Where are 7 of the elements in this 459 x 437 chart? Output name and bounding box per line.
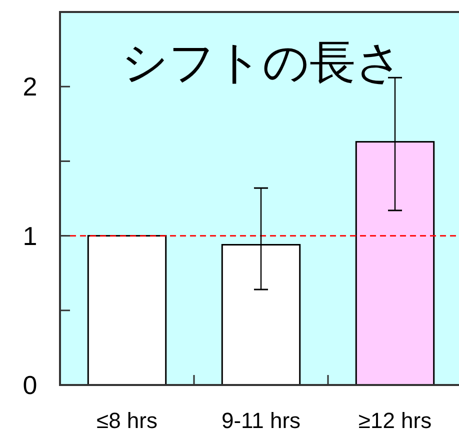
title: シフトの長さ	[122, 36, 402, 88]
xtick-label: ≤8 hrs	[96, 408, 158, 433]
ytick-label: 1	[22, 220, 38, 251]
xtick-label: 9-11 hrs	[221, 408, 301, 433]
ytick-label: 2	[22, 72, 38, 102]
ytick-label: 0	[22, 370, 38, 400]
xtick-label: ≥12 hrs	[358, 408, 432, 433]
